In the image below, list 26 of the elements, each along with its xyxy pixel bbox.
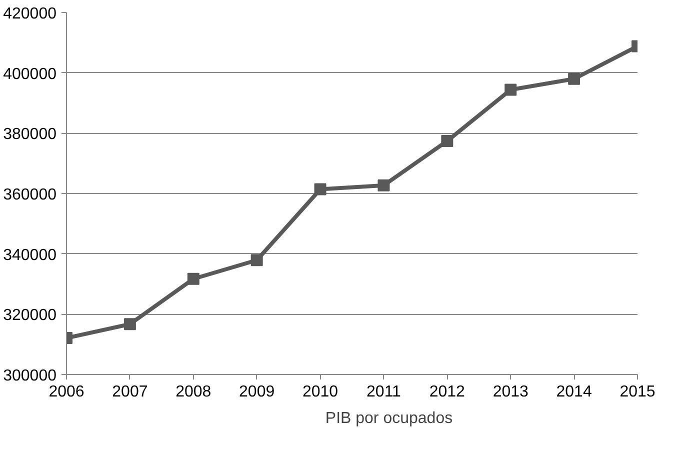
y-tick-label: 320000	[3, 307, 57, 324]
point	[504, 84, 517, 96]
x-tick-label: 2015	[620, 384, 656, 400]
point	[124, 318, 136, 330]
y-tick-label: 360000	[3, 186, 57, 204]
x-tick-label: 2011	[366, 384, 402, 400]
x-tick-label: 2007	[112, 384, 148, 400]
x-tick-label: 2006	[48, 384, 84, 400]
y-tick-label: 340000	[3, 246, 57, 264]
y-tick-label: 420000	[3, 6, 57, 22]
x-tick-label: 2008	[176, 384, 212, 400]
point	[441, 135, 454, 148]
x-tick-label: 2009	[239, 384, 275, 400]
x-tick-label: 2013	[492, 384, 529, 400]
point	[314, 183, 326, 196]
point	[568, 72, 580, 85]
x-tick-label: 2012	[429, 384, 466, 400]
point	[187, 272, 200, 285]
x-tick-label: 2014	[556, 384, 592, 400]
y-tick-label: 380000	[3, 126, 57, 144]
point	[378, 179, 390, 192]
y-tick-label: 300000	[3, 368, 57, 384]
point	[250, 254, 263, 266]
y-tick-label: 400000	[3, 66, 57, 83]
x-tick-label: 2010	[302, 384, 338, 400]
text: PIB por ocupados	[325, 410, 453, 428]
